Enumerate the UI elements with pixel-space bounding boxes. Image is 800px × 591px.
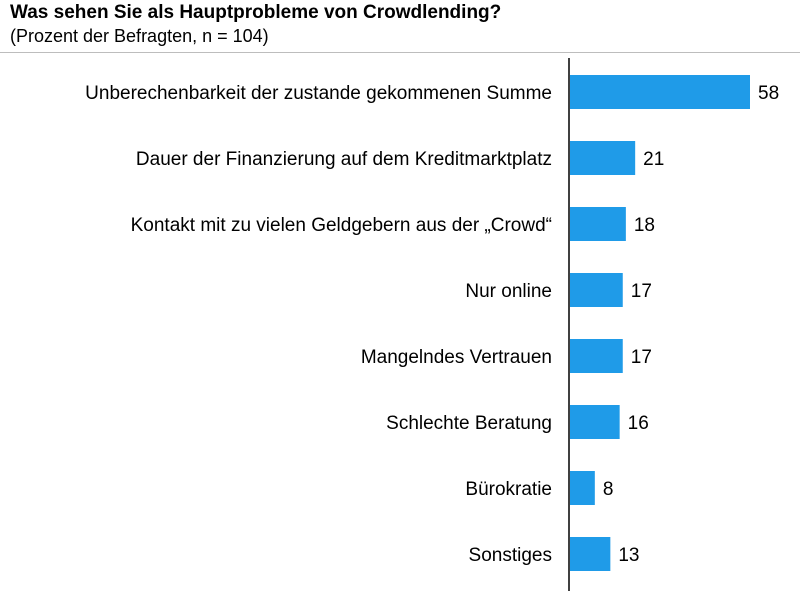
bar [570,471,595,505]
category-label: Dauer der Finanzierung auf dem Kreditmar… [136,149,552,170]
bar [570,537,611,571]
value-label: 16 [628,413,649,434]
value-label: 21 [643,149,664,170]
value-label: 13 [618,545,639,566]
bar [570,75,750,109]
chart-title: Was sehen Sie als Hauptprobleme von Crow… [10,2,502,23]
value-label: 8 [603,479,614,500]
category-label: Kontakt mit zu vielen Geldgebern aus der… [131,215,552,236]
category-label: Nur online [465,281,552,302]
value-label: 58 [758,83,779,104]
chart-subtitle: (Prozent der Befragten, n = 104) [10,26,269,46]
header-divider [0,52,800,53]
category-label: Schlechte Beratung [386,413,552,434]
value-label: 18 [634,215,655,236]
bar [570,273,623,307]
value-label: 17 [631,281,652,302]
bar [570,207,626,241]
category-label: Mangelndes Vertrauen [361,347,552,368]
category-label: Bürokratie [465,479,552,500]
value-label: 17 [631,347,652,368]
category-label: Unberechenbarkeit der zustande gekommene… [85,83,552,104]
bar [570,405,620,439]
bar [570,141,636,175]
category-label: Sonstiges [469,545,552,566]
bar [570,339,623,373]
